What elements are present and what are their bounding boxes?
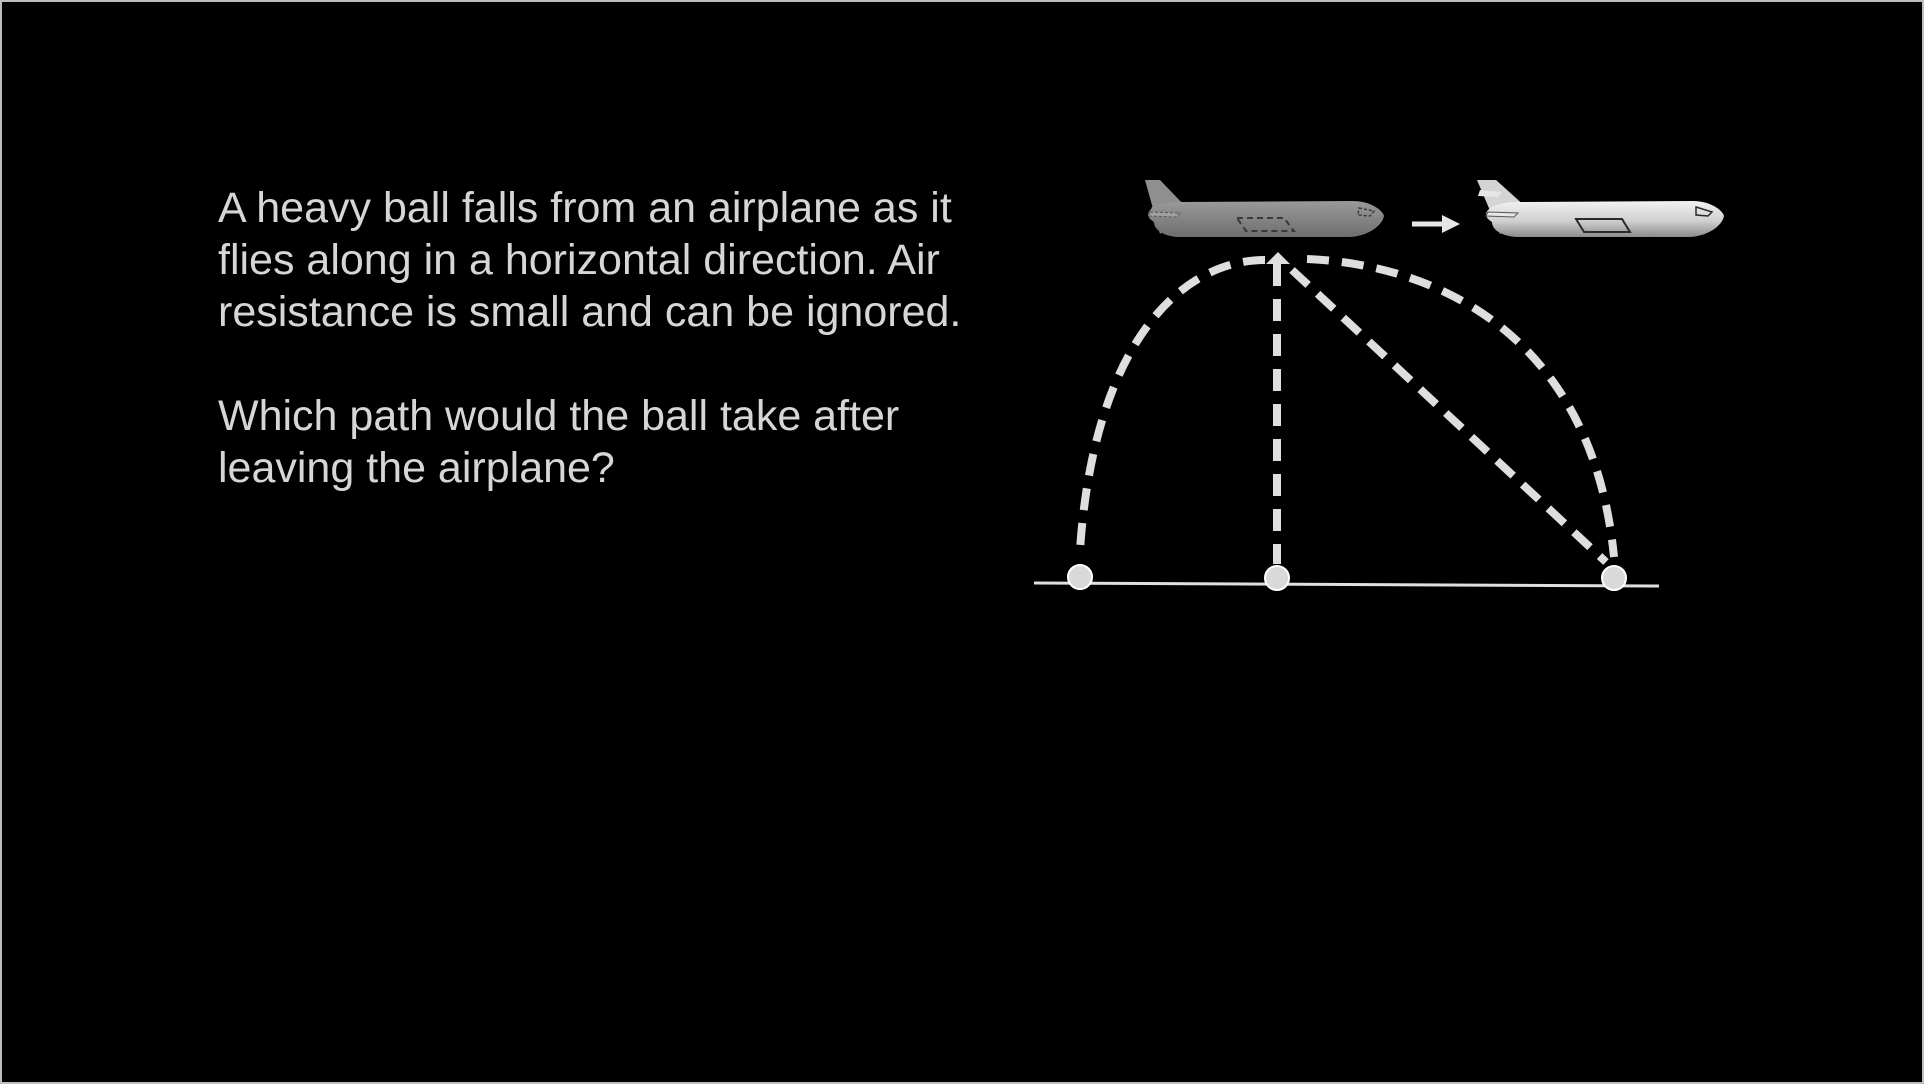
airplane-icon [1477, 180, 1724, 237]
arrow-right-icon [1412, 215, 1460, 233]
landing-point-below [1264, 565, 1290, 591]
question-paragraph-setup: A heavy ball falls from an airplane as i… [218, 184, 962, 336]
release-arrow-head [1266, 252, 1290, 264]
airplane-faded-icon [1145, 180, 1384, 237]
path-curved-back [1076, 256, 1266, 551]
landing-point-back [1067, 564, 1093, 590]
path-straight-diagonal [1289, 267, 1609, 565]
path-curved-forward [1306, 255, 1618, 558]
question-text: A heavy ball falls from an airplane as i… [218, 182, 1018, 546]
ground-line [1033, 581, 1660, 588]
landing-point-forward [1601, 565, 1627, 591]
question-paragraph-prompt: Which path would the ball take after lea… [218, 392, 900, 492]
